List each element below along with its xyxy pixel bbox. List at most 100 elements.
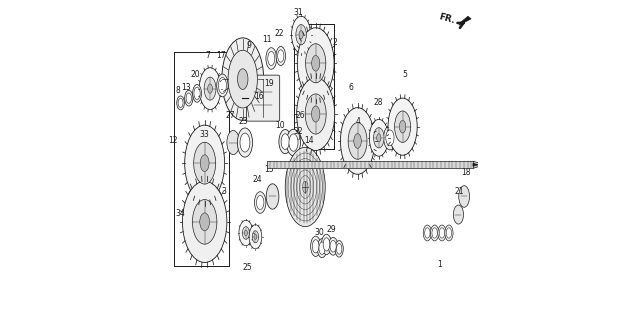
Text: 18: 18 — [461, 168, 471, 177]
Ellipse shape — [289, 134, 298, 151]
Ellipse shape — [279, 130, 291, 154]
Ellipse shape — [453, 205, 463, 224]
Text: 6: 6 — [349, 83, 353, 92]
Ellipse shape — [319, 242, 325, 254]
Ellipse shape — [192, 200, 217, 244]
Ellipse shape — [374, 128, 384, 148]
Text: 1: 1 — [438, 260, 442, 269]
Text: 29: 29 — [327, 225, 336, 234]
Ellipse shape — [386, 130, 394, 146]
Ellipse shape — [296, 77, 335, 150]
Ellipse shape — [286, 129, 300, 156]
Text: 23: 23 — [238, 117, 248, 126]
FancyArrowPatch shape — [473, 164, 479, 166]
Ellipse shape — [204, 77, 216, 100]
Ellipse shape — [318, 239, 327, 258]
Text: 10: 10 — [275, 121, 284, 130]
Ellipse shape — [299, 31, 303, 39]
Ellipse shape — [185, 90, 193, 106]
Text: 32: 32 — [293, 127, 303, 136]
Ellipse shape — [227, 131, 240, 155]
Ellipse shape — [335, 241, 343, 257]
Ellipse shape — [341, 108, 374, 174]
Text: 30: 30 — [314, 228, 324, 237]
Ellipse shape — [297, 28, 334, 99]
Ellipse shape — [252, 231, 259, 243]
Text: 27: 27 — [225, 111, 235, 120]
Text: 9: 9 — [247, 41, 252, 50]
Ellipse shape — [305, 94, 326, 134]
FancyBboxPatch shape — [247, 75, 280, 121]
Text: 33: 33 — [200, 130, 210, 139]
Text: 14: 14 — [305, 136, 314, 146]
Ellipse shape — [377, 134, 381, 142]
Ellipse shape — [438, 225, 446, 241]
Text: 25: 25 — [242, 263, 252, 272]
Ellipse shape — [446, 228, 452, 238]
Ellipse shape — [281, 134, 289, 149]
Ellipse shape — [278, 50, 284, 62]
Text: FR.: FR. — [438, 12, 456, 25]
Ellipse shape — [369, 119, 389, 156]
Text: 20: 20 — [190, 70, 200, 79]
Text: 17: 17 — [217, 51, 226, 60]
Ellipse shape — [311, 106, 320, 122]
Ellipse shape — [222, 38, 264, 120]
FancyBboxPatch shape — [267, 161, 473, 168]
Ellipse shape — [238, 69, 248, 89]
Text: 24: 24 — [253, 174, 263, 184]
Ellipse shape — [459, 186, 470, 207]
Ellipse shape — [185, 125, 225, 201]
Ellipse shape — [399, 120, 406, 133]
Text: 4: 4 — [355, 117, 360, 126]
Ellipse shape — [354, 134, 361, 148]
Ellipse shape — [266, 184, 279, 209]
Ellipse shape — [388, 98, 417, 155]
Ellipse shape — [321, 234, 332, 254]
Ellipse shape — [200, 155, 209, 172]
Ellipse shape — [240, 133, 250, 152]
Ellipse shape — [311, 236, 321, 256]
Ellipse shape — [200, 213, 210, 231]
Text: 12: 12 — [168, 136, 178, 146]
Ellipse shape — [328, 237, 338, 255]
Text: 3: 3 — [222, 187, 227, 196]
Text: 13: 13 — [181, 83, 190, 92]
Polygon shape — [459, 16, 471, 25]
Ellipse shape — [194, 142, 215, 184]
Text: 34: 34 — [175, 209, 185, 219]
Text: 8: 8 — [176, 86, 181, 95]
Ellipse shape — [312, 55, 320, 71]
Ellipse shape — [228, 50, 258, 108]
Polygon shape — [473, 161, 481, 168]
Ellipse shape — [348, 123, 367, 159]
Text: 15: 15 — [265, 165, 274, 174]
Text: 28: 28 — [373, 99, 383, 108]
Ellipse shape — [337, 244, 342, 254]
Text: 19: 19 — [265, 79, 274, 88]
Ellipse shape — [291, 16, 311, 53]
Ellipse shape — [242, 227, 249, 239]
Ellipse shape — [423, 225, 431, 241]
Text: 21: 21 — [454, 187, 464, 196]
Ellipse shape — [249, 225, 262, 249]
Text: 11: 11 — [262, 35, 272, 44]
Ellipse shape — [285, 147, 325, 227]
Ellipse shape — [395, 111, 411, 142]
Text: 16: 16 — [254, 92, 263, 101]
Ellipse shape — [323, 238, 330, 251]
Ellipse shape — [219, 77, 226, 93]
Ellipse shape — [254, 234, 257, 239]
Ellipse shape — [199, 68, 221, 109]
Ellipse shape — [330, 241, 336, 252]
Ellipse shape — [237, 128, 252, 157]
Ellipse shape — [312, 240, 319, 253]
Ellipse shape — [439, 228, 445, 238]
Ellipse shape — [208, 84, 212, 93]
Text: 7: 7 — [205, 51, 210, 60]
Ellipse shape — [268, 52, 275, 66]
Ellipse shape — [445, 225, 453, 241]
Ellipse shape — [431, 225, 439, 241]
Ellipse shape — [266, 48, 277, 69]
Ellipse shape — [256, 196, 264, 210]
